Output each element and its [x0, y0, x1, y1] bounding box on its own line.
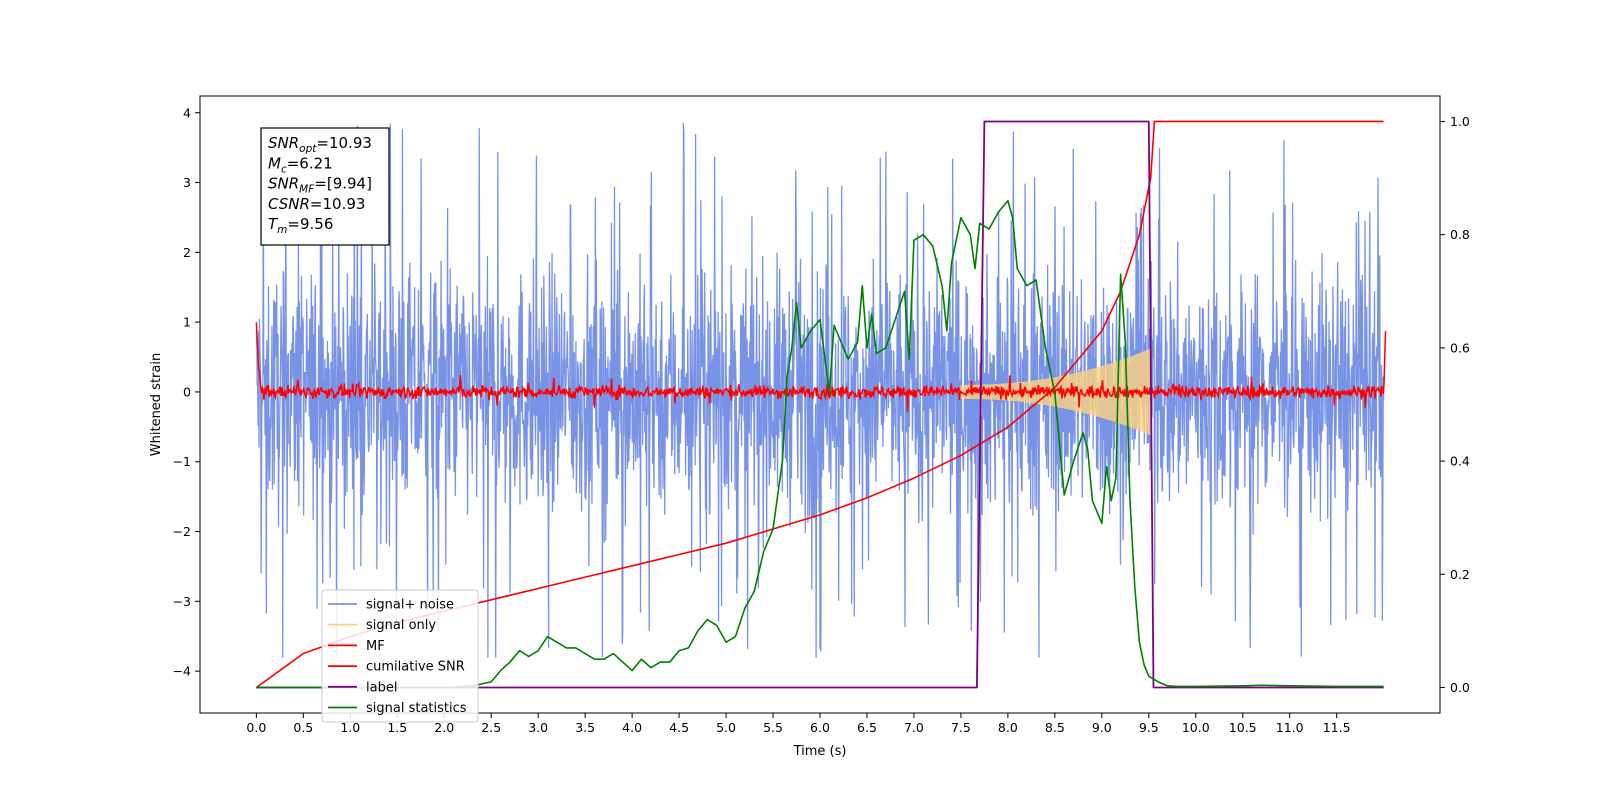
y2-tick-label: 0.8 [1450, 227, 1470, 242]
x-tick-label: 10.0 [1182, 720, 1210, 735]
x-tick-label: 6.5 [857, 720, 877, 735]
stats-line: Mc=6.21 [268, 154, 333, 175]
x-tick-label: 1.5 [387, 720, 407, 735]
y-axis-label: Whitened strain [149, 353, 164, 456]
stats-value: =9.56 [287, 215, 333, 233]
legend-label: cumilative SNR [366, 660, 465, 675]
x-tick-label: 3.5 [575, 720, 595, 735]
x-axis: 0.0 0.5 1.0 1.5 2.0 2.5 3.0 3.5 4.0 4.5 5.0 5.5 6.0 6… [246, 713, 1351, 735]
y-axis-right: 0.0 0.2 0.4 0.6 0.8 1.0 [1440, 114, 1470, 695]
x-tick-label: 1.0 [340, 720, 360, 735]
y2-tick-label: 0.4 [1450, 454, 1470, 469]
x-tick-label: 5.5 [763, 720, 783, 735]
stats-line: CSNR=10.93 [268, 195, 365, 213]
y-tick-label: 3 [183, 175, 191, 190]
x-axis-label: Time (s) [793, 744, 847, 759]
stats-subscript: m [277, 224, 287, 236]
x-tick-label: 8.5 [1045, 720, 1065, 735]
stats-value: =6.21 [287, 154, 333, 172]
stats-subscript: c [281, 163, 287, 175]
y-tick-label: −2 [173, 524, 191, 539]
y-tick-label: 2 [183, 245, 191, 260]
x-tick-label: 11.5 [1323, 720, 1351, 735]
legend-label: signal only [366, 618, 436, 633]
y-tick-label: −3 [173, 594, 191, 609]
y2-tick-label: 0.6 [1450, 340, 1470, 355]
y-tick-label: 1 [183, 315, 191, 330]
legend: signal+ noise signal only MF cumilative SNR… [321, 589, 479, 723]
series-mf-line [255, 322, 1387, 412]
x-tick-label: 9.0 [1092, 720, 1112, 735]
x-tick-label: 4.5 [669, 720, 689, 735]
x-tick-label: 7.0 [904, 720, 924, 735]
stats-subscript: MF [299, 184, 315, 196]
stats-symbol: SNR [268, 175, 299, 193]
stats-symbol: M [268, 154, 281, 172]
stats-annotation-box: SNRopt=10.93Mc=6.21SNRMF=[9.94]CSNR=10.9… [260, 127, 390, 246]
stats-symbol: SNR [268, 134, 299, 152]
x-tick-label: 3.0 [528, 720, 548, 735]
stats-value: =10.93 [316, 134, 372, 152]
x-tick-label: 0.5 [293, 720, 313, 735]
legend-label: label [366, 680, 397, 695]
x-tick-label: 11.0 [1276, 720, 1304, 735]
y-tick-label: 4 [183, 105, 191, 120]
x-tick-label: 2.5 [481, 720, 501, 735]
y-tick-label: −4 [173, 664, 191, 679]
x-tick-label: 6.0 [810, 720, 830, 735]
stats-line: SNRopt=10.93 [268, 134, 372, 155]
series-label-line [256, 120, 1384, 689]
y2-tick-label: 0.0 [1450, 680, 1470, 695]
x-tick-label: 9.5 [1139, 720, 1159, 735]
x-tick-label: 8.0 [998, 720, 1018, 735]
x-tick-label: 7.5 [951, 720, 971, 735]
series-signal-statistics-line [256, 199, 1384, 689]
stats-line: SNRMF=[9.94] [268, 175, 372, 196]
stats-subscript: opt [299, 143, 317, 155]
stats-box-frame [260, 127, 390, 246]
stats-value: =[9.94] [314, 175, 372, 193]
y2-tick-label: 0.2 [1450, 567, 1470, 582]
y2-tick-label: 1.0 [1450, 114, 1470, 129]
x-tick-label: 2.0 [434, 720, 454, 735]
stats-symbol: CSNR [268, 195, 310, 213]
legend-label: MF [366, 639, 385, 654]
legend-frame [321, 589, 479, 723]
y-tick-label: 0 [183, 384, 191, 399]
legend-label: signal statistics [366, 701, 467, 716]
x-tick-label: 4.0 [622, 720, 642, 735]
x-tick-label: 0.0 [246, 720, 266, 735]
y-tick-label: −1 [173, 454, 191, 469]
legend-label: signal+ noise [366, 598, 454, 613]
y-axis-left: −4 −3 −2 −1 0 1 2 3 4 [173, 105, 200, 679]
x-tick-label: 10.5 [1229, 720, 1257, 735]
x-tick-label: 5.0 [716, 720, 736, 735]
stats-value: =10.93 [310, 195, 366, 213]
stats-symbol: T [268, 215, 279, 233]
stats-line: Tm=9.56 [268, 215, 333, 236]
